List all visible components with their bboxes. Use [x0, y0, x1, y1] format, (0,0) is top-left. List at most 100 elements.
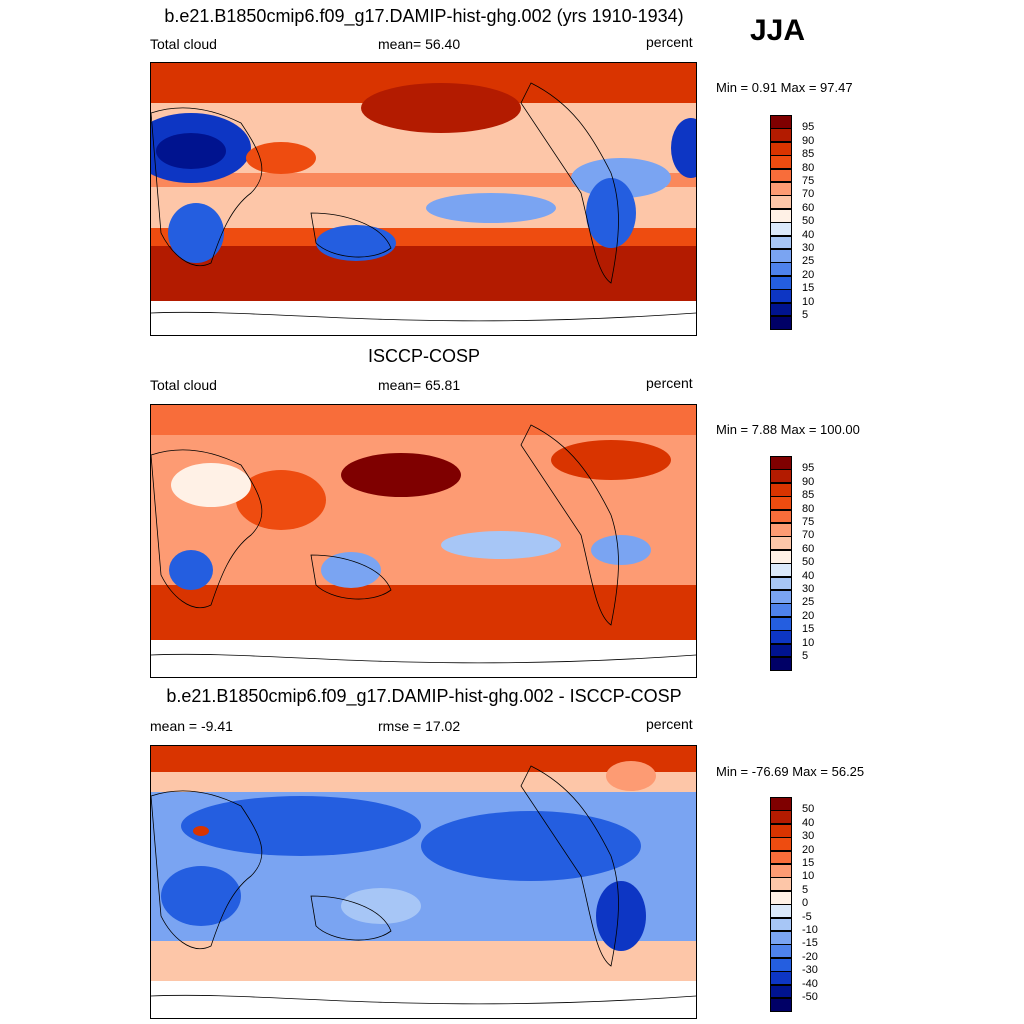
colorbar-tick-label: 15	[802, 857, 815, 869]
colorbar-tick-label: 60	[802, 542, 815, 555]
colorbar-swatch	[770, 837, 792, 852]
colorbar-tick-label: 95	[802, 462, 815, 475]
panel1-mean-label: mean= 56.40	[378, 36, 461, 52]
colorbar-swatch	[770, 482, 792, 497]
colorbar-tick-label: 95	[802, 121, 815, 134]
colorbar-tick-label: 30	[802, 242, 815, 254]
colorbar-tick-label: 30	[802, 830, 815, 843]
colorbar-swatch	[770, 208, 792, 223]
colorbar-tick-label: -40	[802, 977, 818, 990]
colorbar-swatch	[770, 957, 792, 972]
panel3-map	[150, 745, 697, 1019]
colorbar-swatch	[770, 998, 792, 1012]
colorbar-tick-label: 30	[802, 583, 815, 595]
colorbar-swatch	[770, 931, 792, 945]
colorbar-tick-label: 5	[802, 309, 809, 321]
colorbar-swatch	[770, 141, 792, 156]
colorbar-tick-label: 10	[802, 295, 815, 308]
season-label: JJA	[750, 14, 806, 47]
colorbar-swatch	[770, 195, 792, 210]
colorbar-swatch	[770, 128, 792, 143]
colorbar-swatch	[770, 275, 792, 290]
panel1-minmax: Min = 0.91 Max = 97.47	[716, 80, 853, 95]
panel3-minmax: Min = -76.69 Max = 56.25	[716, 764, 865, 779]
colorbar-tick-label: 70	[802, 529, 815, 542]
colorbar-swatch	[770, 182, 792, 196]
colorbar-tick-label: 50	[802, 556, 815, 569]
colorbar-swatch	[770, 536, 792, 551]
panel1-colorbar: 95 90 85 80 75 70 60 50 40 30 25 20 15 10 5	[770, 115, 850, 330]
colorbar-swatch	[770, 523, 792, 537]
panel1-map	[150, 62, 697, 336]
panel1-title: b.e21.B1850cmip6.f09_g17.DAMIP-hist-ghg.…	[164, 6, 684, 26]
colorbar-swatch	[770, 576, 792, 591]
panel3-rmse-label: rmse = 17.02	[378, 718, 461, 734]
colorbar-swatch	[770, 643, 792, 658]
panel2-units-label: percent	[646, 375, 693, 391]
colorbar-tick-label: 85	[802, 148, 815, 161]
colorbar-tick-label: -50	[802, 991, 818, 1003]
colorbar-tick-label: 90	[802, 475, 815, 488]
colorbar-swatch	[770, 262, 792, 277]
colorbar-swatch	[770, 590, 792, 604]
panel2-colorbar: 95 90 85 80 75 70 60 50 40 30 25 20 15 10 5	[770, 456, 850, 671]
colorbar-tick-label: 10	[802, 870, 815, 883]
colorbar-swatch	[770, 496, 792, 511]
colorbar-tick-label: 80	[802, 161, 815, 174]
panel2-title: ISCCP-COSP	[367, 346, 481, 366]
colorbar-swatch	[770, 657, 792, 671]
colorbar-tick-label: -15	[802, 937, 818, 950]
colorbar-swatch	[770, 302, 792, 317]
colorbar-swatch	[770, 235, 792, 250]
colorbar-tick-label: 40	[802, 569, 815, 582]
colorbar-swatch	[770, 563, 792, 578]
colorbar-swatch	[770, 249, 792, 263]
colorbar-swatch	[770, 984, 792, 999]
colorbar-tick-label: 25	[802, 255, 815, 268]
colorbar-tick-label: 40	[802, 228, 815, 241]
colorbar-tick-label: 75	[802, 516, 815, 528]
colorbar-tick-label: 10	[802, 636, 815, 649]
panel3-mean-label: mean = -9.41	[150, 718, 233, 734]
colorbar-tick-label: 25	[802, 596, 815, 609]
colorbar-tick-label: -10	[802, 924, 818, 936]
colorbar-tick-label: 5	[802, 883, 809, 896]
panel2-variable-label: Total cloud	[150, 377, 217, 393]
panel3-title: b.e21.B1850cmip6.f09_g17.DAMIP-hist-ghg.…	[166, 686, 682, 706]
colorbar-tick-label: 50	[802, 215, 815, 228]
colorbar-swatch	[770, 971, 792, 986]
colorbar-swatch	[770, 289, 792, 304]
colorbar-swatch	[770, 810, 792, 825]
panel2-minmax: Min = 7.88 Max = 100.00	[716, 422, 860, 437]
colorbar-tick-label: 75	[802, 175, 815, 187]
panel2-mean-label: mean= 65.81	[378, 377, 461, 393]
colorbar-tick-label: 20	[802, 609, 815, 622]
colorbar-tick-label: 80	[802, 502, 815, 515]
colorbar-swatch	[770, 469, 792, 484]
colorbar-tick-label: 50	[802, 803, 815, 816]
panel1-units-label: percent	[646, 34, 693, 50]
colorbar-tick-label: 15	[802, 623, 815, 636]
colorbar-swatch	[770, 168, 792, 183]
colorbar-tick-label: 20	[802, 843, 815, 856]
colorbar-swatch	[770, 549, 792, 564]
colorbar-swatch	[770, 850, 792, 865]
panel2-map	[150, 404, 697, 678]
colorbar-swatch	[770, 917, 792, 932]
colorbar-swatch	[770, 864, 792, 878]
colorbar-tick-label: 15	[802, 282, 815, 295]
colorbar-tick-label: 5	[802, 650, 809, 662]
colorbar-swatch	[770, 222, 792, 237]
colorbar-tick-label: -30	[802, 964, 818, 977]
colorbar-swatch	[770, 904, 792, 919]
colorbar-tick-label: 0	[802, 897, 809, 910]
panel1-variable-label: Total cloud	[150, 36, 217, 52]
colorbar-tick-label: -5	[802, 910, 812, 923]
colorbar-tick-label: 70	[802, 188, 815, 201]
colorbar-swatch	[770, 877, 792, 892]
colorbar-swatch	[770, 316, 792, 330]
colorbar-tick-label: 90	[802, 134, 815, 147]
colorbar-swatch	[770, 616, 792, 631]
colorbar-tick-label: 85	[802, 489, 815, 502]
colorbar-tick-label: 60	[802, 201, 815, 214]
